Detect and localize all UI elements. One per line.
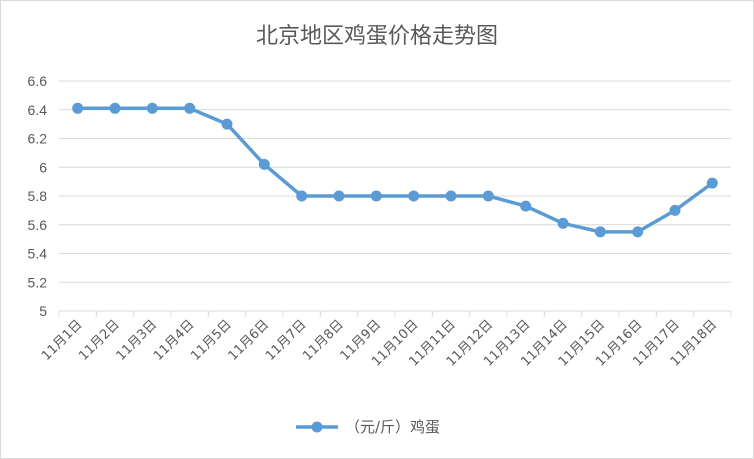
y-tick-label: 6.2 [28,131,48,147]
data-point [445,190,457,202]
data-point [706,177,718,189]
data-point [594,226,606,238]
data-point [370,190,382,202]
y-tick-label: 6 [39,159,47,175]
y-tick-label: 6.6 [28,73,48,89]
x-tick-label: 11月7日 [263,317,310,364]
data-point [557,217,569,229]
data-point [146,102,158,114]
y-tick-label: 5 [39,303,47,319]
y-tick-label: 5.2 [28,274,48,290]
y-tick-label: 5.6 [28,217,48,233]
data-point [669,204,681,216]
data-point [109,102,121,114]
chart-title: 北京地区鸡蛋价格走势图 [256,24,498,49]
data-point [333,190,345,202]
x-tick-label: 11月4日 [151,317,198,364]
x-tick-label: 11月1日 [39,317,86,364]
data-point [408,190,420,202]
data-point [632,226,644,238]
y-axis-ticks: 5 5.2 5.4 5.6 5.8 6 6.2 6.4 6.6 [28,73,48,319]
y-tick-label: 5.4 [28,246,48,262]
data-point [296,190,308,202]
data-point [72,102,84,114]
legend-marker [311,421,323,433]
data-point [258,158,270,170]
legend-series-name: （元/斤）鸡蛋 [345,418,440,436]
y-tick-label: 6.4 [28,102,48,118]
data-point [184,102,196,114]
legend: （元/斤）鸡蛋 [296,418,440,436]
series-line [75,106,715,234]
data-point [520,200,532,212]
series-layer [72,102,718,238]
data-point [482,190,494,202]
y-tick-label: 5.8 [28,188,48,204]
data-point [221,118,233,130]
x-axis-ticks: 11月1日11月2日11月3日11月4日11月5日11月6日11月7日11月8日… [39,311,732,370]
